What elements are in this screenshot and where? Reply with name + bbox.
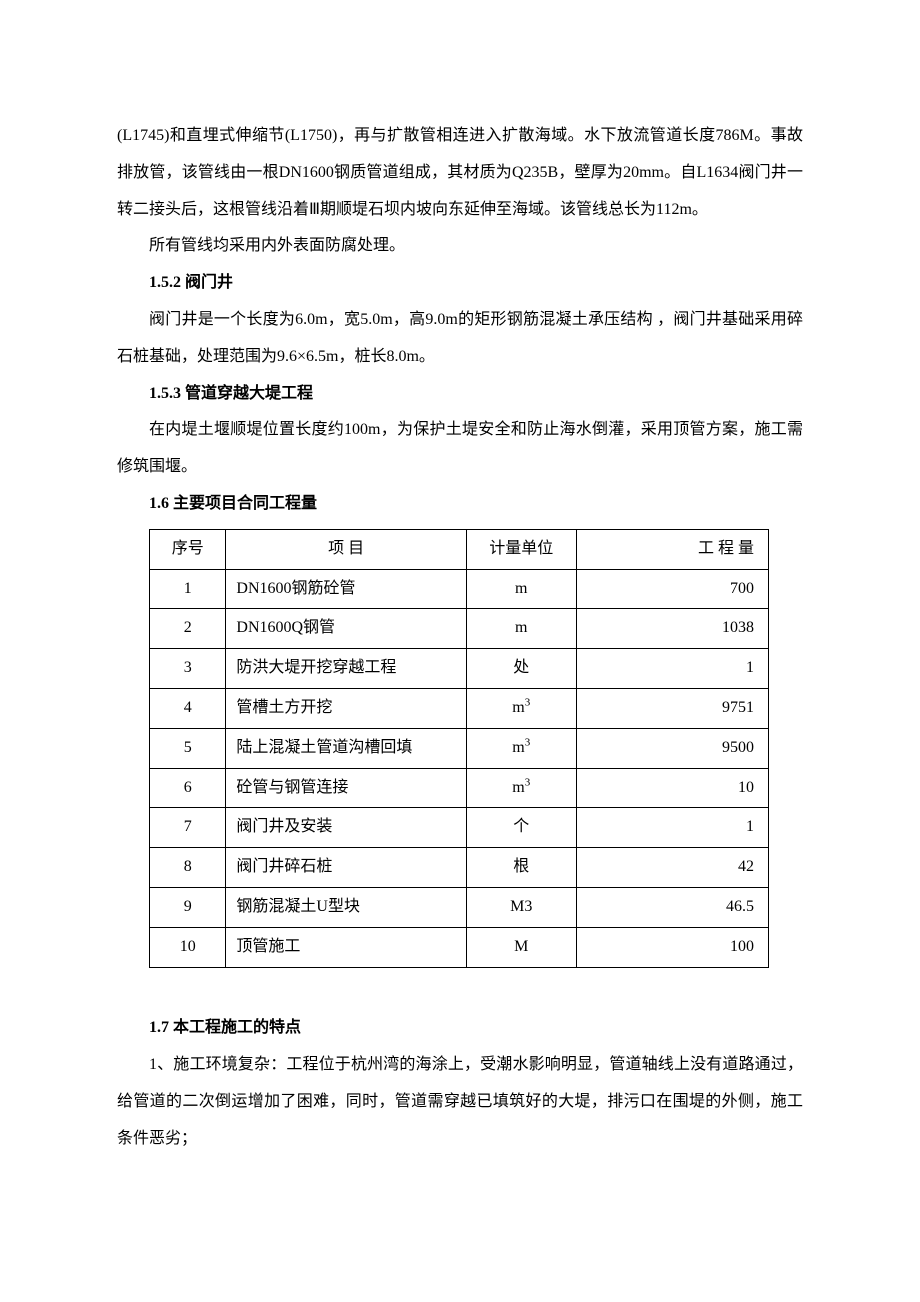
header-seq: 序号 <box>150 529 226 569</box>
cell-unit: m3 <box>466 768 576 808</box>
cell-seq: 7 <box>150 808 226 848</box>
cell-seq: 3 <box>150 649 226 689</box>
header-item: 项 目 <box>226 529 466 569</box>
cell-qty: 9500 <box>576 728 768 768</box>
cell-unit: 个 <box>466 808 576 848</box>
cell-item: 陆上混凝土管道沟槽回填 <box>226 728 466 768</box>
cell-qty: 46.5 <box>576 887 768 927</box>
cell-seq: 8 <box>150 848 226 888</box>
table-row: 1 DN1600钢筋砼管 m 700 <box>150 569 769 609</box>
cell-item: 顶管施工 <box>226 927 466 967</box>
paragraph-continuation: (L1745)和直埋式伸缩节(L1750)，再与扩散管相连进入扩散海域。水下放流… <box>117 118 803 228</box>
cell-unit: M <box>466 927 576 967</box>
table-row: 8 阀门井碎石桩 根 42 <box>150 848 769 888</box>
cell-unit: 根 <box>466 848 576 888</box>
cell-unit: M3 <box>466 887 576 927</box>
spacer <box>117 982 803 1011</box>
cell-seq: 1 <box>150 569 226 609</box>
heading-1-7: 1.7 本工程施工的特点 <box>117 1010 803 1047</box>
cell-unit: 处 <box>466 649 576 689</box>
paragraph-valve-well: 阀门井是一个长度为6.0m，宽5.0m，高9.0m的矩形钢筋混凝土承压结构 ，阀… <box>117 302 803 376</box>
table-row: 9 钢筋混凝土U型块 M3 46.5 <box>150 887 769 927</box>
cell-item: 钢筋混凝土U型块 <box>226 887 466 927</box>
cell-unit: m <box>466 609 576 649</box>
heading-1-6: 1.6 主要项目合同工程量 <box>117 486 803 523</box>
heading-1-5-2: 1.5.2 阀门井 <box>117 265 803 302</box>
cell-item: DN1600Q钢管 <box>226 609 466 649</box>
cell-qty: 100 <box>576 927 768 967</box>
cell-item: 阀门井碎石桩 <box>226 848 466 888</box>
cell-qty: 9751 <box>576 688 768 728</box>
table-header-row: 序号 项 目 计量单位 工 程 量 <box>150 529 769 569</box>
cell-unit: m3 <box>466 688 576 728</box>
cell-qty: 42 <box>576 848 768 888</box>
table-row: 10 顶管施工 M 100 <box>150 927 769 967</box>
cell-item: 阀门井及安装 <box>226 808 466 848</box>
header-unit: 计量单位 <box>466 529 576 569</box>
cell-seq: 9 <box>150 887 226 927</box>
cell-seq: 4 <box>150 688 226 728</box>
header-qty: 工 程 量 <box>576 529 768 569</box>
cell-unit: m <box>466 569 576 609</box>
table-row: 4 管槽土方开挖 m3 9751 <box>150 688 769 728</box>
cell-item: 砼管与钢管连接 <box>226 768 466 808</box>
quantity-table: 序号 项 目 计量单位 工 程 量 1 DN1600钢筋砼管 m 700 2 D… <box>149 529 769 968</box>
paragraph-dyke-crossing: 在内堤土堰顺堤位置长度约100m，为保护土堤安全和防止海水倒灌，采用顶管方案，施… <box>117 412 803 486</box>
cell-qty: 1 <box>576 649 768 689</box>
cell-qty: 700 <box>576 569 768 609</box>
cell-seq: 2 <box>150 609 226 649</box>
cell-qty: 1 <box>576 808 768 848</box>
cell-item: 防洪大堤开挖穿越工程 <box>226 649 466 689</box>
cell-unit: m3 <box>466 728 576 768</box>
table-row: 2 DN1600Q钢管 m 1038 <box>150 609 769 649</box>
table-row: 5 陆上混凝土管道沟槽回填 m3 9500 <box>150 728 769 768</box>
document-page: (L1745)和直埋式伸缩节(L1750)，再与扩散管相连进入扩散海域。水下放流… <box>0 0 920 1302</box>
table-row: 7 阀门井及安装 个 1 <box>150 808 769 848</box>
cell-qty: 1038 <box>576 609 768 649</box>
cell-qty: 10 <box>576 768 768 808</box>
cell-seq: 6 <box>150 768 226 808</box>
table-row: 6 砼管与钢管连接 m3 10 <box>150 768 769 808</box>
cell-item: 管槽土方开挖 <box>226 688 466 728</box>
paragraph-feature-1: 1、施工环境复杂：工程位于杭州湾的海涂上，受潮水影响明显，管道轴线上没有道路通过… <box>117 1047 803 1157</box>
cell-item: DN1600钢筋砼管 <box>226 569 466 609</box>
table-row: 3 防洪大堤开挖穿越工程 处 1 <box>150 649 769 689</box>
heading-1-5-3: 1.5.3 管道穿越大堤工程 <box>117 376 803 413</box>
cell-seq: 5 <box>150 728 226 768</box>
cell-seq: 10 <box>150 927 226 967</box>
paragraph-anticorrosion: 所有管线均采用内外表面防腐处理。 <box>117 228 803 265</box>
